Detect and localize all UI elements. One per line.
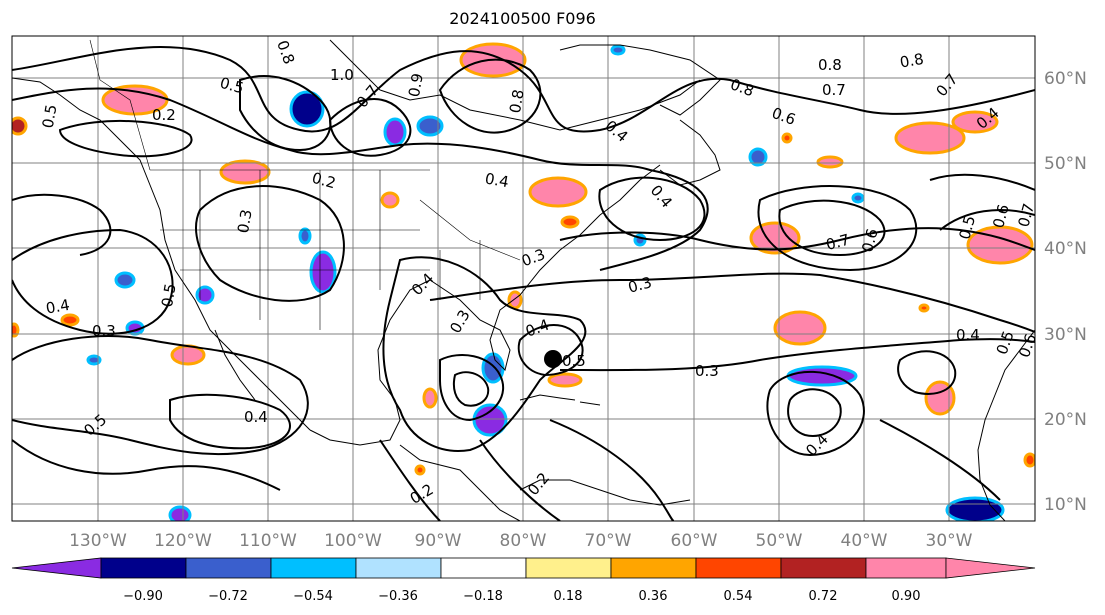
contour-label: 0.3 <box>234 208 256 235</box>
colorbar-segment <box>100 557 187 579</box>
lon-label: 100°W <box>324 531 382 551</box>
contour-label: 0.7 <box>353 81 382 111</box>
longitude-labels: 130°W 120°W 110°W 100°W 90°W 80°W 70°W 6… <box>69 531 973 551</box>
lat-label: 40°N <box>1044 239 1087 259</box>
colorbar-tick-label: −0.54 <box>293 589 333 604</box>
contour-label: 0.5 <box>955 214 979 242</box>
map-frame <box>11 35 1036 522</box>
contour-label: 0.4 <box>523 316 552 341</box>
colorbar-under-arrow <box>11 557 102 579</box>
colorbar-segment <box>610 557 697 579</box>
lon-label: 110°W <box>239 531 297 551</box>
colorbar-segment <box>780 557 867 579</box>
contour-label: 0.3 <box>92 322 116 340</box>
contour-label: 0.7 <box>1014 201 1038 229</box>
contour-label: 0.5 <box>993 328 1018 357</box>
coastlines-borders <box>12 39 1035 521</box>
contour-label: 0.5 <box>562 352 586 370</box>
colorbar-tick-label: 0.72 <box>809 589 838 604</box>
positive-anomaly-patches <box>12 42 1035 476</box>
contour-label: 0.8 <box>728 75 757 100</box>
contour-label: 0.4 <box>408 269 438 299</box>
colorbar-ticks: −0.90 −0.72 −0.54 −0.36 −0.18 0.18 0.36 … <box>123 589 920 604</box>
contour-label: 0.6 <box>858 227 882 255</box>
contour-label: 0.8 <box>818 56 842 74</box>
colorbar-tick-label: −0.90 <box>123 589 163 604</box>
storm-center-marker <box>544 350 562 368</box>
contour-label: 0.6 <box>1015 331 1040 360</box>
lat-label: 30°N <box>1044 325 1087 345</box>
colorbar <box>11 557 1036 579</box>
contour-label: 0.5 <box>158 282 180 309</box>
contour-label: 0.4 <box>647 182 676 212</box>
contour-lines <box>12 46 1035 521</box>
colorbar-tick-label: 0.18 <box>554 589 583 604</box>
contour-label: 0.2 <box>310 169 338 193</box>
lon-label: 70°W <box>585 531 632 551</box>
latitude-labels: 60°N 50°N 40°N 30°N 20°N 10°N <box>1044 69 1087 515</box>
lon-label: 80°W <box>500 531 547 551</box>
lat-label: 20°N <box>1044 410 1087 430</box>
contour-label: 0.7 <box>932 70 961 100</box>
lat-label: 10°N <box>1044 495 1087 515</box>
colorbar-over-arrow <box>945 557 1036 579</box>
colorbar-segment <box>695 557 782 579</box>
anomaly-fill-layer <box>12 42 1035 521</box>
contour-label: 0.7 <box>824 230 852 254</box>
lon-label: 130°W <box>69 531 127 551</box>
lon-label: 120°W <box>154 531 212 551</box>
contour-label: 0.4 <box>44 296 71 318</box>
colorbar-segment <box>270 557 357 579</box>
contour-label: 0.8 <box>898 50 925 72</box>
lon-label: 50°W <box>756 531 803 551</box>
contour-label: 0.6 <box>989 202 1013 230</box>
colorbar-tick-label: 0.36 <box>639 589 668 604</box>
contour-label: 0.5 <box>218 74 246 98</box>
map-title: 2024100500 F096 <box>449 9 596 28</box>
contour-label: 1.0 <box>330 66 354 84</box>
colorbar-tick-label: 0.54 <box>724 589 753 604</box>
contour-label: 0.9 <box>405 72 427 99</box>
contour-label: 0.3 <box>695 362 719 380</box>
contour-label: 0.4 <box>484 169 511 191</box>
colorbar-segment <box>185 557 272 579</box>
contour-label: 0.4 <box>956 326 980 344</box>
colorbar-tick-label: −0.36 <box>378 589 418 604</box>
colorbar-segment <box>355 557 442 579</box>
lon-label: 30°W <box>926 531 973 551</box>
colorbar-tick-label: −0.18 <box>463 589 503 604</box>
lat-label: 60°N <box>1044 69 1087 89</box>
lat-label: 50°N <box>1044 154 1087 174</box>
contour-label: 0.3 <box>626 273 654 297</box>
contour-label: 0.4 <box>244 408 268 426</box>
colorbar-tick-label: −0.72 <box>208 589 248 604</box>
contour-label: 0.2 <box>152 106 176 124</box>
lon-label: 90°W <box>415 531 462 551</box>
contour-label: 0.8 <box>273 38 298 67</box>
colorbar-segment <box>525 557 612 579</box>
contour-label: 0.6 <box>769 104 798 129</box>
contour-label: 0.3 <box>446 307 474 337</box>
contour-label: 0.8 <box>506 88 528 115</box>
lon-label: 40°W <box>841 531 888 551</box>
contour-label: 0.5 <box>39 103 61 130</box>
contour-label: 0.7 <box>822 81 846 99</box>
colorbar-segment <box>865 557 947 579</box>
colorbar-segment <box>440 557 527 579</box>
lon-label: 60°W <box>671 531 718 551</box>
colorbar-tick-label: 0.90 <box>892 589 921 604</box>
